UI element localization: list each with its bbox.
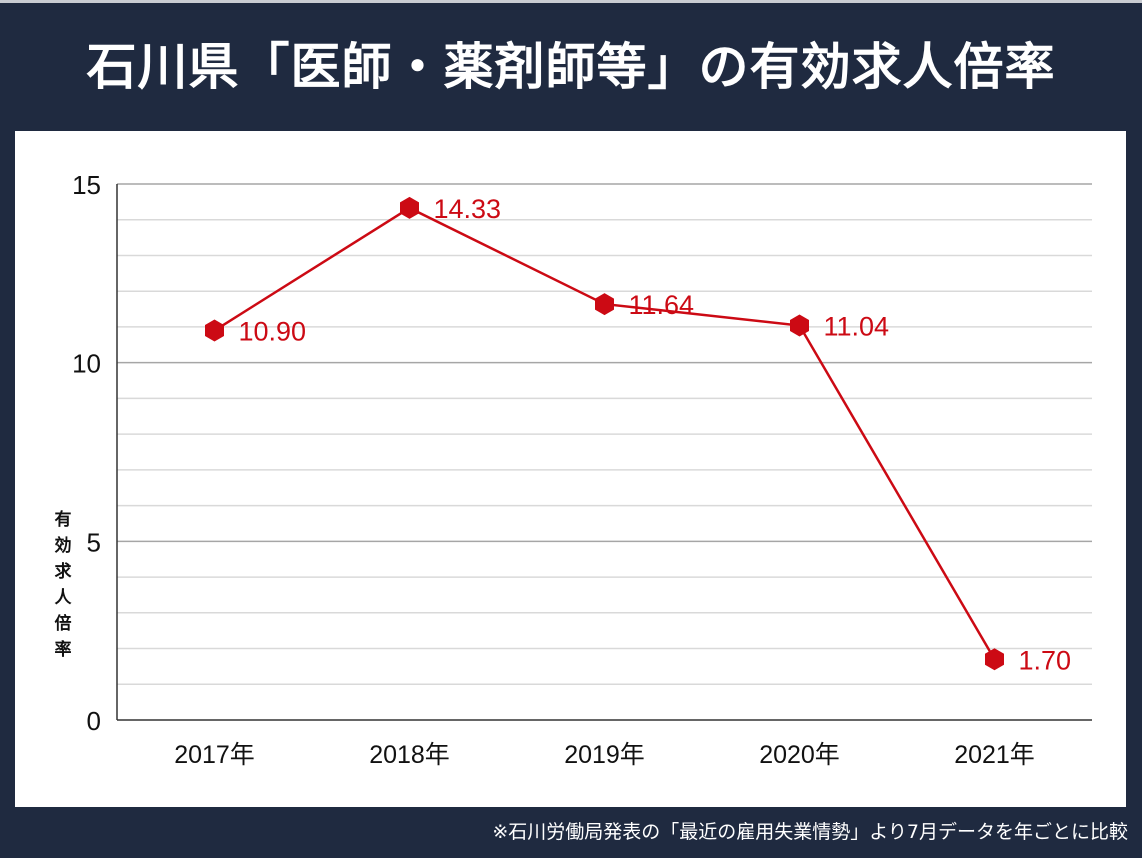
source-note: ※石川労働局発表の「最近の雇用失業情勢」より7月データを年ごとに比較 [492,821,1128,843]
hexagon-marker [400,196,419,219]
y-tick-label: 15 [72,170,101,200]
chart-panel: 0 5 10 15 2017年 2018年 2019年 2020年 2021年 10.90 14.3… [15,131,1126,807]
x-tick-label: 2017年 [174,741,255,769]
x-tick-label: 2020年 [759,741,840,769]
hexagon-marker [595,293,614,316]
hexagon-marker [205,319,224,342]
y-axis-label-char: 求 [54,562,72,582]
x-tick-label: 2018年 [369,741,450,769]
y-tick-label: 10 [72,349,101,379]
page-title: 石川県「医師・薬剤師等」の有効求人倍率 [86,38,1056,96]
y-axis-label-char: 効 [54,536,72,556]
data-label: 1.70 [1019,645,1072,675]
data-label: 11.04 [824,312,890,342]
y-axis-label: 有効求人倍率 [53,507,73,663]
y-axis-label-char: 率 [54,640,72,660]
x-tick-label: 2021年 [954,741,1035,769]
y-axis-label-char: 倍 [54,614,72,634]
top-border [0,0,1142,3]
hexagon-marker [790,314,809,337]
data-label: 10.90 [239,317,307,347]
y-tick-label: 5 [87,527,101,557]
line-chart: 0 5 10 15 2017年 2018年 2019年 2020年 2021年 10.90 14.3… [72,170,1092,769]
y-axis-label-char: 人 [54,588,72,608]
x-tick-label: 2019年 [564,741,645,769]
hexagon-marker [985,648,1004,671]
y-tick-label: 0 [87,706,101,736]
data-label: 14.33 [434,194,502,224]
y-axis-label-char: 有 [54,510,72,530]
data-label: 11.64 [629,290,695,320]
